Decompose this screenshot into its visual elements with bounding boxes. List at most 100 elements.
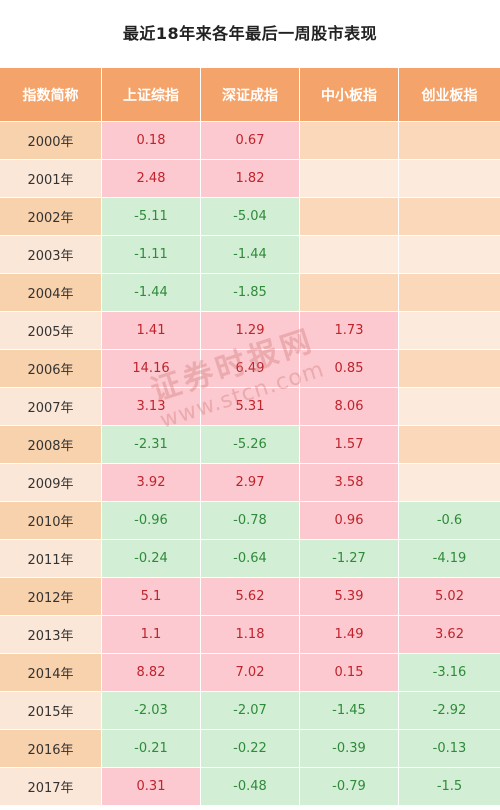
value-cell-chinext: -2.92 (399, 691, 500, 729)
year-cell: 2005年 (0, 311, 102, 349)
value-cell-shenzhen: 6.49 (201, 349, 300, 387)
header-sme-board: 中小板指 (300, 68, 399, 121)
empty-cell-chinext (399, 311, 500, 349)
table-row: 2012年 5.1 5.62 5.39 5.02 (0, 577, 500, 615)
year-cell: 2013年 (0, 615, 102, 653)
value-cell-shenzhen: 1.18 (201, 615, 300, 653)
value-cell-chinext: -4.19 (399, 539, 500, 577)
value-cell-shanghai: 3.13 (102, 387, 201, 425)
empty-cell-chinext (399, 159, 500, 197)
table-row: 2013年 1.1 1.18 1.49 3.62 (0, 615, 500, 653)
header-row: 指数简称 上证综指 深证成指 中小板指 创业板指 (0, 68, 500, 121)
value-cell-shanghai: 5.1 (102, 577, 201, 615)
table-row: 2003年 -1.11 -1.44 (0, 235, 500, 273)
value-cell-shenzhen: 5.62 (201, 577, 300, 615)
year-cell: 2015年 (0, 691, 102, 729)
value-cell-chinext: -3.16 (399, 653, 500, 691)
value-cell-shenzhen: -5.04 (201, 197, 300, 235)
value-cell-chinext: -1.5 (399, 767, 500, 805)
value-cell-chinext: 5.02 (399, 577, 500, 615)
value-cell-shanghai: -0.24 (102, 539, 201, 577)
empty-cell-sme (300, 197, 399, 235)
value-cell-shanghai: 3.92 (102, 463, 201, 501)
value-cell-sme: -0.79 (300, 767, 399, 805)
year-cell: 2003年 (0, 235, 102, 273)
year-cell: 2014年 (0, 653, 102, 691)
value-cell-shanghai: 0.31 (102, 767, 201, 805)
header-shenzhen-component: 深证成指 (201, 68, 300, 121)
value-cell-shenzhen: -2.07 (201, 691, 300, 729)
performance-table: 指数简称 上证综指 深证成指 中小板指 创业板指 2000年 0.18 0.67 20… (0, 68, 500, 805)
value-cell-shenzhen: -1.85 (201, 273, 300, 311)
empty-cell-chinext (399, 425, 500, 463)
year-cell: 2002年 (0, 197, 102, 235)
value-cell-shenzhen: 5.31 (201, 387, 300, 425)
table-row: 2004年 -1.44 -1.85 (0, 273, 500, 311)
value-cell-shanghai: 8.82 (102, 653, 201, 691)
table-row: 2017年 0.31 -0.48 -0.79 -1.5 (0, 767, 500, 805)
value-cell-shanghai: 1.1 (102, 615, 201, 653)
year-cell: 2012年 (0, 577, 102, 615)
value-cell-chinext: 3.62 (399, 615, 500, 653)
table-row: 2008年 -2.31 -5.26 1.57 (0, 425, 500, 463)
value-cell-shenzhen: -0.64 (201, 539, 300, 577)
value-cell-shanghai: -0.96 (102, 501, 201, 539)
value-cell-shenzhen: -0.48 (201, 767, 300, 805)
value-cell-shenzhen: 1.29 (201, 311, 300, 349)
table-row: 2005年 1.41 1.29 1.73 (0, 311, 500, 349)
value-cell-shenzhen: -5.26 (201, 425, 300, 463)
value-cell-shanghai: -5.11 (102, 197, 201, 235)
empty-cell-sme (300, 159, 399, 197)
empty-cell-chinext (399, 273, 500, 311)
empty-cell-chinext (399, 235, 500, 273)
chart-title: 最近18年来各年最后一周股市表现 (122, 24, 378, 43)
value-cell-sme: 3.58 (300, 463, 399, 501)
value-cell-shenzhen: 0.67 (201, 121, 300, 159)
empty-cell-sme (300, 273, 399, 311)
table-row: 2015年 -2.03 -2.07 -1.45 -2.92 (0, 691, 500, 729)
value-cell-shanghai: 14.16 (102, 349, 201, 387)
table-row: 2011年 -0.24 -0.64 -1.27 -4.19 (0, 539, 500, 577)
table-row: 2000年 0.18 0.67 (0, 121, 500, 159)
value-cell-shanghai: 1.41 (102, 311, 201, 349)
value-cell-sme: 1.49 (300, 615, 399, 653)
table-row: 2002年 -5.11 -5.04 (0, 197, 500, 235)
year-cell: 2006年 (0, 349, 102, 387)
value-cell-shenzhen: 1.82 (201, 159, 300, 197)
table-row: 2009年 3.92 2.97 3.58 (0, 463, 500, 501)
empty-cell-sme (300, 121, 399, 159)
value-cell-sme: 8.06 (300, 387, 399, 425)
empty-cell-chinext (399, 121, 500, 159)
table-row: 2010年 -0.96 -0.78 0.96 -0.6 (0, 501, 500, 539)
table-row: 2016年 -0.21 -0.22 -0.39 -0.13 (0, 729, 500, 767)
value-cell-sme: 0.96 (300, 501, 399, 539)
empty-cell-chinext (399, 463, 500, 501)
header-shanghai-composite: 上证综指 (102, 68, 201, 121)
value-cell-shenzhen: -0.22 (201, 729, 300, 767)
header-chinext: 创业板指 (399, 68, 500, 121)
header-index-name: 指数简称 (0, 68, 102, 121)
value-cell-chinext: -0.13 (399, 729, 500, 767)
table-row: 2001年 2.48 1.82 (0, 159, 500, 197)
year-cell: 2011年 (0, 539, 102, 577)
value-cell-sme: 5.39 (300, 577, 399, 615)
year-cell: 2009年 (0, 463, 102, 501)
year-cell: 2017年 (0, 767, 102, 805)
value-cell-shenzhen: 2.97 (201, 463, 300, 501)
value-cell-shanghai: 0.18 (102, 121, 201, 159)
value-cell-shanghai: 2.48 (102, 159, 201, 197)
value-cell-sme: -1.27 (300, 539, 399, 577)
value-cell-sme: 1.57 (300, 425, 399, 463)
value-cell-shenzhen: -1.44 (201, 235, 300, 273)
empty-cell-chinext (399, 387, 500, 425)
value-cell-sme: 1.73 (300, 311, 399, 349)
table-row: 2014年 8.82 7.02 0.15 -3.16 (0, 653, 500, 691)
empty-cell-chinext (399, 349, 500, 387)
value-cell-chinext: -0.6 (399, 501, 500, 539)
value-cell-shanghai: -2.03 (102, 691, 201, 729)
empty-cell-chinext (399, 197, 500, 235)
value-cell-sme: -1.45 (300, 691, 399, 729)
value-cell-shanghai: -1.44 (102, 273, 201, 311)
value-cell-sme: 0.15 (300, 653, 399, 691)
year-cell: 2008年 (0, 425, 102, 463)
